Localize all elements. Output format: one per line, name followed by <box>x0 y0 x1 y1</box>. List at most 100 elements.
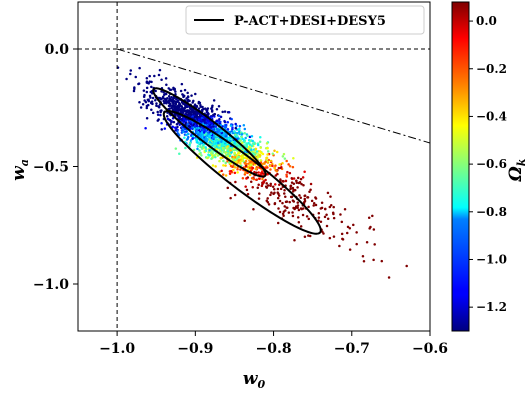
scatter-point <box>269 184 272 187</box>
scatter-point <box>322 232 325 235</box>
scatter-point <box>307 234 310 237</box>
scatter-point <box>220 169 223 173</box>
scatter-point <box>237 145 240 148</box>
colorbar-label: Ωk <box>506 158 528 182</box>
scatter-point <box>277 207 280 210</box>
scatter-point <box>271 152 275 156</box>
scatter-point <box>209 152 213 156</box>
scatter-point <box>245 188 249 192</box>
scatter-point <box>221 143 224 146</box>
scatter-point <box>200 116 204 120</box>
scatter-point <box>217 146 221 149</box>
scatter-point <box>246 192 250 196</box>
scatter-point <box>225 123 228 127</box>
scatter-point <box>326 217 330 221</box>
scatter-point <box>236 135 239 138</box>
scatter-point <box>153 74 156 78</box>
scatter-point <box>321 230 324 233</box>
scatter-point <box>290 195 294 199</box>
scatter-point <box>267 203 271 206</box>
scatter-point <box>174 129 177 132</box>
scatter-point <box>236 171 239 174</box>
scatter-point <box>224 161 227 165</box>
scatter-point <box>270 191 273 194</box>
scatter-point <box>233 151 236 155</box>
scatter-point <box>362 259 366 263</box>
scatter-point <box>213 144 217 148</box>
scatter-point <box>243 127 247 131</box>
scatter-point <box>166 117 170 121</box>
scatter-point <box>355 242 358 246</box>
scatter-point <box>184 109 188 112</box>
scatter-point <box>200 147 204 150</box>
scatter-point <box>249 163 253 167</box>
scatter-point <box>289 184 292 188</box>
scatter-point <box>293 239 296 242</box>
scatter-point <box>221 173 225 176</box>
scatter-point <box>213 113 216 116</box>
scatter-point <box>217 130 220 133</box>
scatter-point <box>148 94 152 98</box>
scatter-point <box>141 102 145 106</box>
scatter-point <box>172 120 176 124</box>
scatter-point <box>249 180 253 183</box>
scatter-point <box>191 115 194 118</box>
scatter-point <box>276 196 280 200</box>
x-tick-label: −0.6 <box>412 341 448 357</box>
scatter-point <box>303 200 306 204</box>
colorbar-tick-label: 0.0 <box>476 14 497 28</box>
scatter-point <box>254 147 258 151</box>
scatter-point <box>214 165 217 168</box>
scatter-point <box>303 194 306 198</box>
scatter-point <box>254 167 258 171</box>
scatter-point <box>150 85 153 89</box>
scatter-point <box>218 118 221 121</box>
scatter-point <box>191 101 194 104</box>
scatter-point <box>234 180 237 184</box>
scatter-point <box>221 146 225 150</box>
scatter-point <box>174 90 177 93</box>
scatter-point <box>125 77 128 81</box>
scatter-point <box>151 96 155 100</box>
scatter-point <box>273 149 276 152</box>
scatter-point <box>229 169 233 173</box>
scatter-point <box>258 192 261 195</box>
scatter-point <box>218 159 221 163</box>
scatter-point <box>181 108 185 111</box>
scatter-point <box>282 210 286 213</box>
scatter-point <box>249 140 252 143</box>
scatter-point <box>312 202 316 205</box>
legend: P-ACT+DESI+DESY5 <box>185 5 425 35</box>
scatter-point <box>183 136 186 139</box>
scatter-point <box>308 190 311 193</box>
scatter-point <box>243 162 247 165</box>
scatter-point <box>177 104 180 108</box>
scatter-point <box>284 179 288 183</box>
scatter-point <box>154 98 157 102</box>
scatter-point <box>260 151 263 155</box>
scatter-point <box>253 170 256 174</box>
scatter-point <box>305 215 309 218</box>
scatter-point <box>144 126 147 130</box>
scatter-point <box>219 156 222 160</box>
scatter-point <box>170 99 173 103</box>
scatter-point <box>228 131 232 134</box>
scatter-point <box>267 158 271 162</box>
scatter-point <box>282 152 286 156</box>
scatter-point <box>177 101 181 105</box>
scatter-point <box>256 143 260 147</box>
scatter-point <box>341 238 345 241</box>
scatter-point <box>180 126 184 129</box>
scatter-point <box>274 164 277 167</box>
scatter-point <box>296 176 300 180</box>
scatter-point <box>338 244 341 248</box>
scatter-point <box>405 264 408 268</box>
scatter-point <box>293 207 296 211</box>
scatter-point <box>283 192 286 195</box>
scatter-point <box>266 153 269 156</box>
scatter-point <box>235 131 239 135</box>
scatter-point <box>173 126 177 129</box>
scatter-point <box>190 94 193 97</box>
y-tick-label: −0.5 <box>33 160 69 176</box>
scatter-point <box>216 141 220 145</box>
